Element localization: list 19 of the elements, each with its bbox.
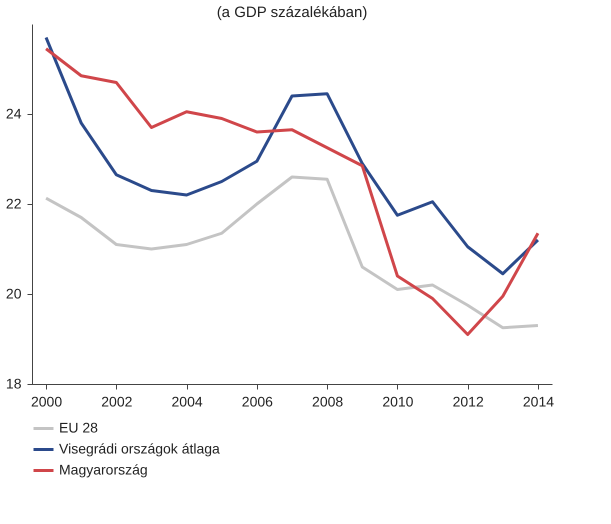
x-tick-label: 2012 (452, 394, 484, 410)
x-tick-label: 2008 (312, 394, 344, 410)
legend-label: EU 28 (59, 420, 98, 436)
y-tick-label: 18 (6, 376, 22, 392)
legend-label: Magyarország (59, 462, 148, 478)
y-tick-label: 20 (6, 286, 22, 302)
x-tick-label: 2014 (522, 394, 554, 410)
y-tick-label: 22 (6, 196, 22, 212)
x-tick-label: 2000 (30, 394, 62, 410)
y-tick-label: 24 (6, 106, 22, 122)
x-tick-label: 2006 (242, 394, 274, 410)
line-series (44, 36, 540, 276)
chart-title: (a GDP százalékában) (216, 4, 368, 21)
legend-label: Visegrádi országok átlaga (59, 440, 220, 456)
line-series (44, 47, 540, 336)
line-series (44, 176, 540, 330)
x-tick-label: 2004 (172, 394, 203, 410)
x-tick-label: 2002 (101, 394, 133, 410)
x-tick-label: 2010 (382, 394, 414, 410)
